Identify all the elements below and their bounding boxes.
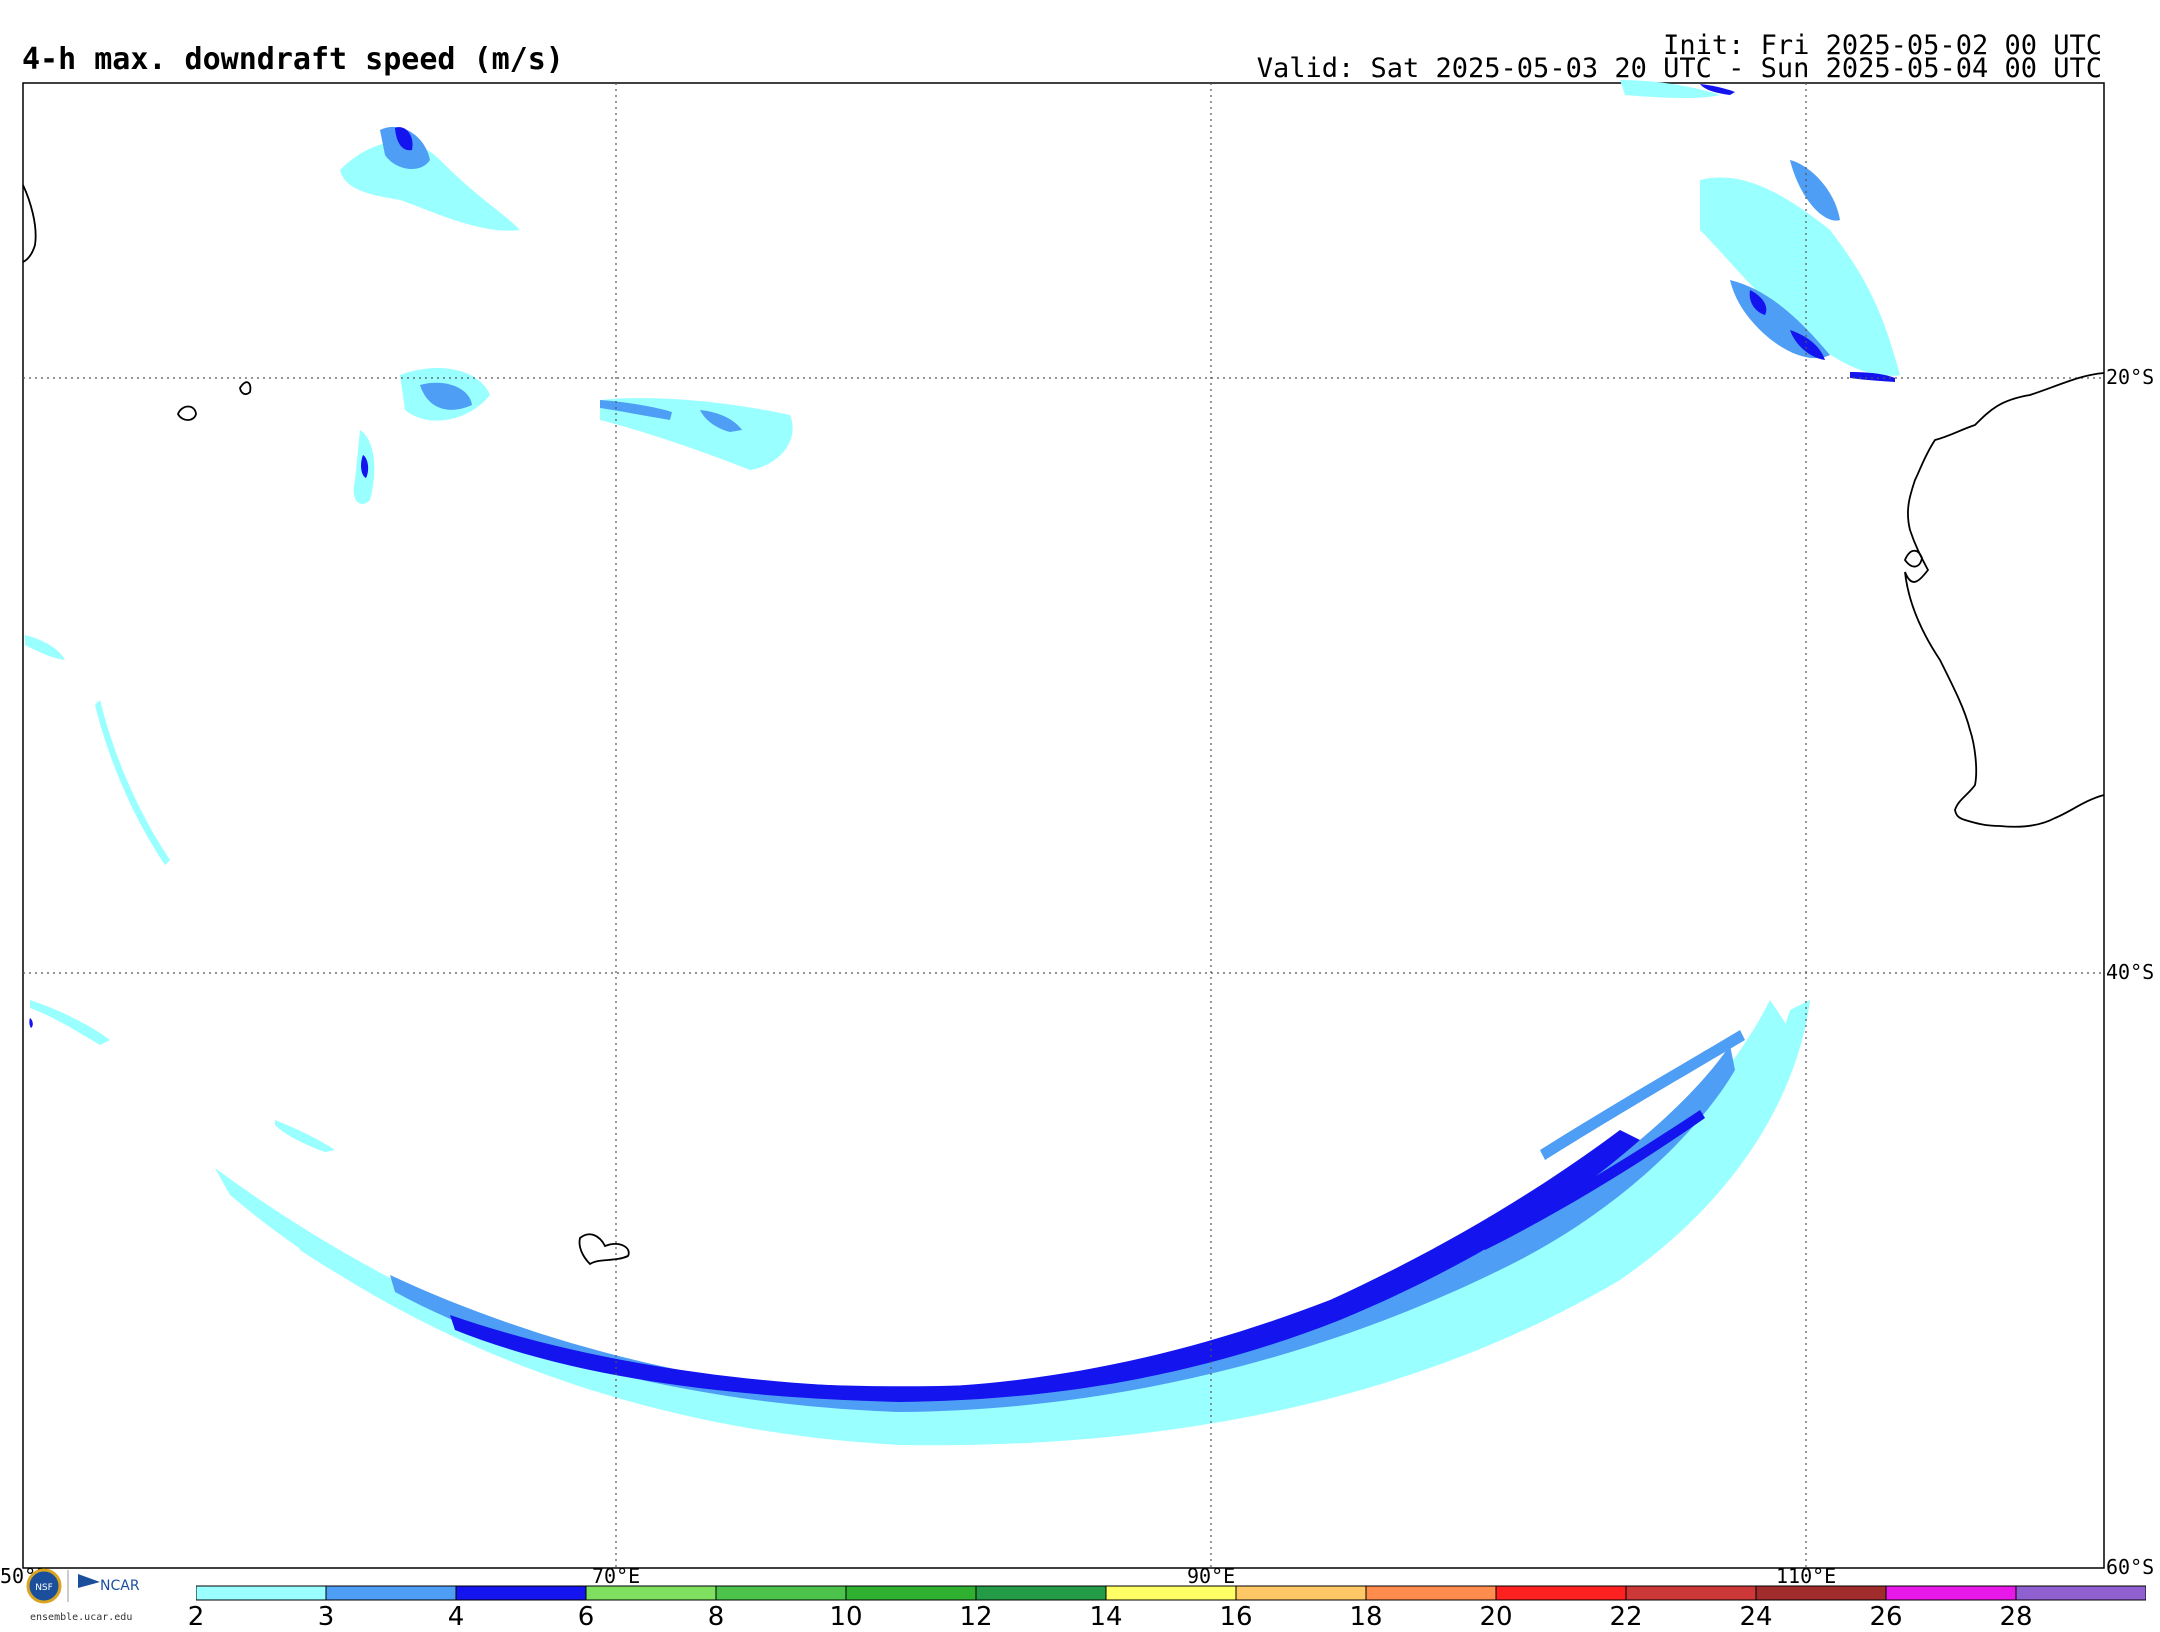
downdraft-swath <box>215 1000 1810 1446</box>
map-frame <box>22 82 2105 1569</box>
colorbar-tick-label: 22 <box>1609 1602 1643 1632</box>
swath-streak-b <box>1480 1110 1705 1250</box>
colorbar-tick-label: 4 <box>447 1602 465 1632</box>
lat-label-40s: 40°S <box>2106 960 2155 984</box>
colorbar-tick-label: 6 <box>577 1602 595 1632</box>
colorbar-segment <box>1885 1585 2017 1601</box>
colorbar-segment <box>325 1585 457 1601</box>
colorbar-tick-label: 20 <box>1479 1602 1513 1632</box>
colorbar-tick-label: 24 <box>1739 1602 1773 1632</box>
valid-time-range: Valid: Sat 2025-05-03 20 UTC - Sun 2025-… <box>1256 53 2102 84</box>
lon-label-110e: 110°E <box>1776 1564 1837 1588</box>
colorbar-tick-label: 16 <box>1219 1602 1253 1632</box>
ncar-flag-icon <box>78 1574 100 1588</box>
map-title: 4-h max. downdraft speed (m/s) <box>22 42 564 77</box>
swath-dark-blue <box>450 1130 1640 1402</box>
svg-text:NSF: NSF <box>35 1583 53 1593</box>
convective-speckles <box>25 80 1900 1152</box>
colorbar-segment <box>975 1585 1107 1601</box>
colorbar-tick-label: 14 <box>1089 1602 1123 1632</box>
coast-kerguelen <box>578 1233 630 1266</box>
colorbar-tick-label: 8 <box>707 1602 725 1632</box>
lat-label-20s: 20°S <box>2106 365 2155 389</box>
colorbar-tick-label: 10 <box>829 1602 863 1632</box>
swath-band-1 <box>290 1000 1790 1430</box>
swath-streak-a <box>620 1360 980 1395</box>
colorbar-segment <box>1625 1585 1757 1601</box>
graticule <box>23 83 2104 1568</box>
coast-reunion <box>177 405 197 421</box>
lat-label-60s: 60°S <box>2106 1555 2155 1579</box>
colorbar-tick-label: 12 <box>959 1602 993 1632</box>
coastlines <box>22 184 2105 1266</box>
colorbar-tick-label: 3 <box>317 1602 335 1632</box>
coast-madagascar <box>22 184 37 263</box>
colorbar-segment <box>1235 1585 1367 1601</box>
coast-mauritius <box>239 381 252 395</box>
colorbar-segment <box>845 1585 977 1601</box>
lon-label-90e: 90°E <box>1187 1564 1236 1588</box>
colorbar-segment <box>585 1585 717 1601</box>
colorbar-segment <box>1755 1585 1887 1601</box>
swath-streak-c <box>1540 1030 1745 1160</box>
coast-shark-bay <box>1903 549 1923 568</box>
colorbar-segment <box>455 1585 587 1601</box>
init-time: Init: Fri 2025-05-02 00 UTC <box>1663 30 2102 61</box>
colorbar-tick-label: 2 <box>187 1602 205 1632</box>
colorbar-segment <box>715 1585 847 1601</box>
colorbar-segment <box>196 1585 327 1601</box>
logo-url: ensemble.ucar.edu <box>30 1612 133 1623</box>
colorbar-segment <box>1365 1585 1497 1601</box>
colorbar-tick-label: 18 <box>1349 1602 1383 1632</box>
nsf-seal-icon <box>26 1568 62 1604</box>
colorbar-segment <box>2015 1585 2146 1601</box>
lon-label-70e: 70°E <box>592 1564 641 1588</box>
colorbar-tick-label: 26 <box>1869 1602 1903 1632</box>
ncar-wordmark: NCAR <box>100 1578 140 1594</box>
coast-australia-west <box>1904 372 2105 828</box>
colorbar-tick-label: 28 <box>1999 1602 2033 1632</box>
nsf-ncar-logo: NSF NCAR <box>26 1568 140 1604</box>
colorbar-segment <box>1495 1585 1627 1601</box>
colorbar-segment <box>1105 1585 1237 1601</box>
colorbar <box>196 1585 2146 1601</box>
